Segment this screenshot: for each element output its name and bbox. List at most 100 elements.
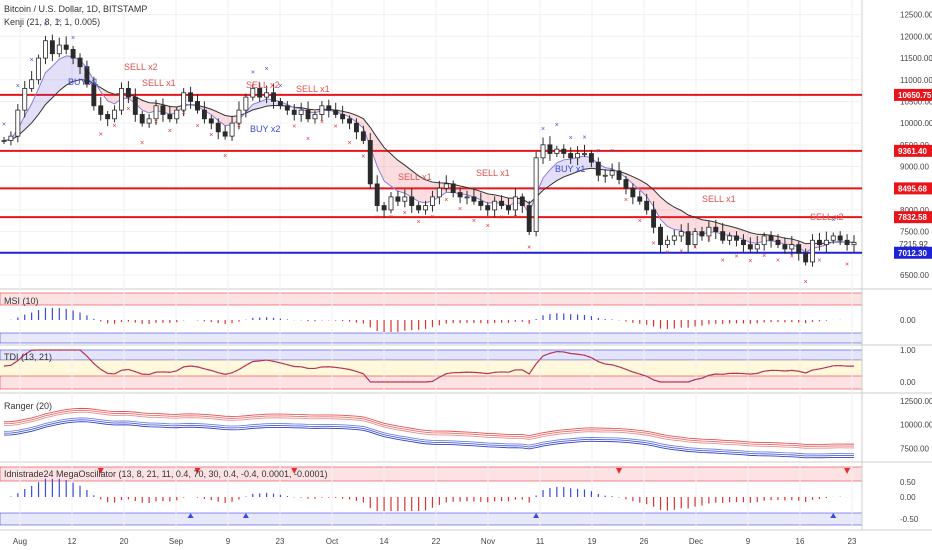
price-axis-label: 11000.00	[900, 76, 932, 85]
ribbon-segment	[467, 187, 474, 198]
candle-body	[112, 109, 118, 120]
ribbon-segment	[404, 165, 412, 198]
msi-axis-label: 0.00	[900, 316, 916, 325]
candle-body	[8, 135, 14, 141]
signal-x-marker: ×	[472, 218, 476, 225]
signal-x-marker: ×	[154, 119, 158, 126]
candle-body	[222, 131, 228, 137]
sell-signal-label: SELL x2	[810, 212, 844, 222]
ribbon-segment	[563, 159, 571, 177]
ribbon-segment	[370, 127, 378, 167]
candle-body	[450, 183, 456, 193]
tdi-upper-band	[0, 349, 863, 361]
price-axis-label: 7500.00	[900, 228, 929, 237]
ribbon-segment	[218, 112, 226, 126]
level-value-label: 7832.58	[898, 213, 927, 222]
ranger-line	[3, 407, 855, 445]
time-axis-label: Sep	[169, 537, 184, 546]
candle-body	[49, 40, 55, 55]
candle-body	[588, 153, 594, 163]
candle-body	[291, 109, 297, 115]
mega-sell-triangle	[194, 468, 201, 474]
price-axis-label: 10000.00	[900, 119, 932, 128]
time-axis-label: Aug	[13, 537, 27, 546]
candle-body	[1, 140, 7, 142]
candle-body	[277, 101, 283, 107]
candle-body	[436, 187, 442, 198]
signal-x-marker: ×	[610, 148, 614, 155]
candle-body	[720, 231, 726, 241]
signal-x-marker: ×	[527, 245, 531, 252]
ribbon-segment	[667, 202, 675, 230]
signal-x-marker: ×	[444, 197, 448, 204]
signal-x-marker: ×	[16, 83, 20, 90]
ribbon-segment	[59, 55, 67, 91]
candle-body	[602, 174, 608, 177]
price-level-pill: 10650.75	[894, 88, 932, 101]
ribbon-segment	[681, 210, 689, 236]
candle-body	[347, 118, 352, 124]
mega-lower-band	[0, 512, 863, 526]
candle-body	[561, 148, 567, 154]
ribbon-segment	[639, 179, 647, 197]
signal-x-marker: ×	[569, 135, 573, 142]
candle-body	[374, 183, 380, 206]
signal-x-marker: ×	[555, 122, 559, 129]
candle-body	[188, 92, 194, 102]
signal-x-marker: ×	[762, 253, 766, 260]
ranger-lines	[3, 407, 855, 459]
candle-body	[851, 242, 857, 246]
candle-body	[547, 144, 553, 154]
candle-body	[201, 109, 207, 120]
signal-x-marker: ×	[831, 217, 835, 224]
price-axis-label: 12500.00	[900, 11, 932, 20]
candle-body	[257, 88, 263, 98]
price-axis: 12500.00 12000.00 11500.00 11000.00 10500.00…	[900, 11, 932, 524]
signal-x-marker: ×	[43, 22, 47, 29]
level-value-label: 9361.40	[898, 147, 927, 156]
price-axis-label: 8000.00	[900, 206, 929, 215]
time-axis-label: 12	[68, 537, 77, 546]
candle-body	[506, 205, 511, 211]
candle-body	[36, 57, 42, 81]
candle-body	[264, 92, 270, 98]
sell-signal-label: SELL x2	[246, 80, 280, 90]
level-labels: 10650.75 9361.40 8495.68 7832.58 7215.927012…	[894, 88, 932, 259]
time-axis-label: 23	[276, 537, 285, 546]
buy-signal-label: BUY x1	[555, 164, 585, 174]
mega-sell-triangle	[844, 468, 851, 474]
msi-histogram	[10, 307, 855, 332]
signal-x-marker: ×	[251, 69, 255, 76]
candle-body	[775, 239, 781, 246]
signal-x-marker: ×	[361, 153, 365, 160]
signal-x-marker: ×	[721, 257, 725, 264]
signal-markers: × × × × × × × × × × × × × × × × × × × × × × × × × × × × × × × × × × × × × × × ×…	[2, 18, 849, 286]
ranger-axis-label: 7500.00	[900, 444, 929, 453]
time-axis-label: Nov	[481, 537, 495, 546]
candle-body	[616, 170, 622, 180]
candle-body	[464, 196, 470, 199]
signal-x-marker: ×	[500, 215, 504, 222]
candle-body	[734, 235, 739, 241]
ribbon-segment	[397, 160, 405, 194]
signal-x-marker: ×	[320, 119, 324, 126]
signal-x-marker: ×	[113, 123, 117, 130]
candle-body	[595, 161, 601, 176]
candle-body	[658, 226, 663, 246]
signal-x-marker: ×	[375, 215, 379, 222]
price-axis-label: 6500.00	[900, 271, 929, 280]
tdi-axis-label: 0.00	[900, 378, 916, 387]
time-axis-label: 20	[120, 537, 129, 546]
candle-body	[125, 88, 131, 98]
signal-x-marker: ×	[2, 121, 6, 128]
candle-body	[492, 200, 498, 211]
ribbon-segment	[356, 115, 364, 129]
candle-body	[195, 101, 200, 111]
signal-x-marker: ×	[126, 106, 130, 113]
candle-body	[333, 109, 339, 115]
candle-body	[208, 118, 214, 124]
level-value-label: 8495.68	[898, 184, 927, 193]
signal-x-marker: ×	[417, 219, 421, 226]
signal-x-marker: ×	[237, 123, 241, 130]
